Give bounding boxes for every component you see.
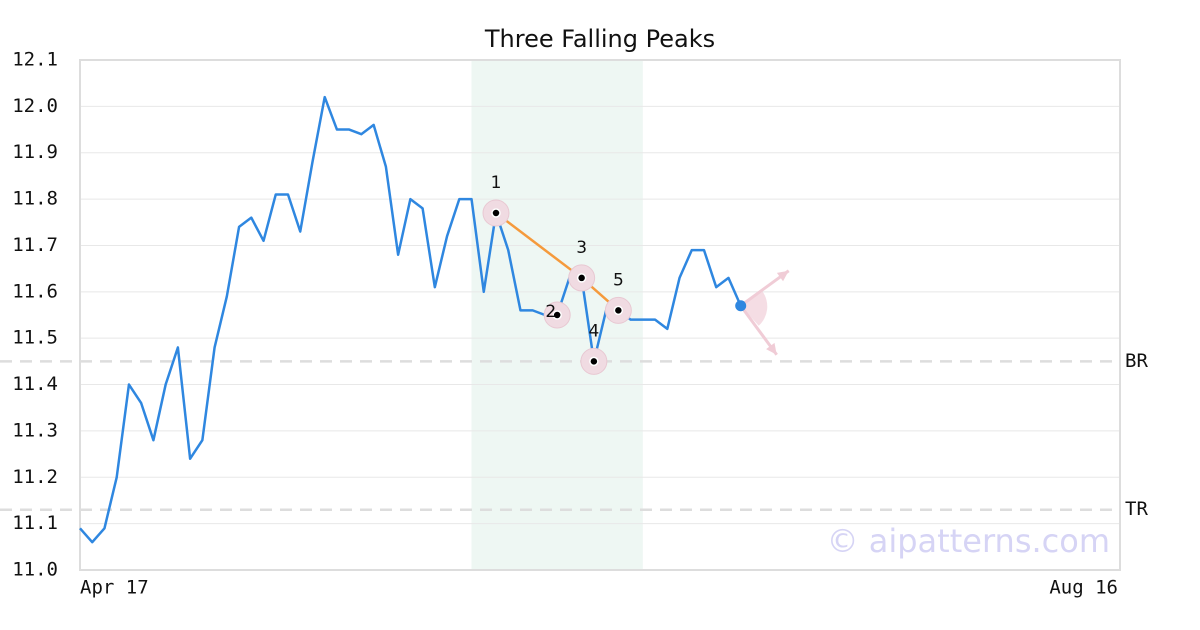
last-point: [735, 300, 747, 312]
y-tick-label: 12.0: [12, 95, 58, 117]
x-tick-label: Aug 16: [1049, 577, 1118, 599]
pattern-point: [589, 356, 599, 367]
y-tick-label: 11.8: [12, 188, 58, 210]
watermark: © aipatterns.com: [827, 522, 1110, 560]
projection-fan: [740, 291, 768, 326]
y-tick-label: 11.2: [12, 466, 58, 488]
y-tick-label: 11.9: [12, 141, 58, 163]
pattern-point: [552, 310, 562, 320]
y-tick-label: 11.4: [12, 373, 58, 395]
y-tick-label: 11.3: [12, 419, 58, 441]
level-label: BR: [1125, 350, 1148, 372]
chart-title: Three Falling Peaks: [484, 25, 715, 53]
y-tick-label: 12.1: [12, 49, 58, 71]
y-tick-label: 11.1: [12, 512, 58, 534]
pattern-label: 4: [588, 321, 599, 341]
projection-arrowhead: [776, 270, 789, 282]
pattern-point: [613, 305, 624, 316]
plot-border: [79, 59, 1121, 571]
pattern-point: [491, 208, 501, 218]
y-tick-label: 11.5: [12, 327, 58, 349]
level-label: TR: [1125, 498, 1148, 520]
pattern-label: 3: [576, 238, 587, 258]
y-tick-label: 11.0: [12, 559, 58, 581]
y-tick-label: 11.7: [12, 234, 58, 256]
y-tick-label: 11.6: [12, 280, 58, 302]
projection-arrowhead: [766, 342, 777, 355]
pattern-point: [576, 273, 587, 283]
pattern-label: 1: [491, 173, 502, 193]
x-tick-label: Apr 17: [80, 577, 149, 599]
price-line: [79, 95, 742, 544]
pattern-label: 5: [613, 270, 624, 290]
pattern-label: 2: [545, 302, 556, 322]
